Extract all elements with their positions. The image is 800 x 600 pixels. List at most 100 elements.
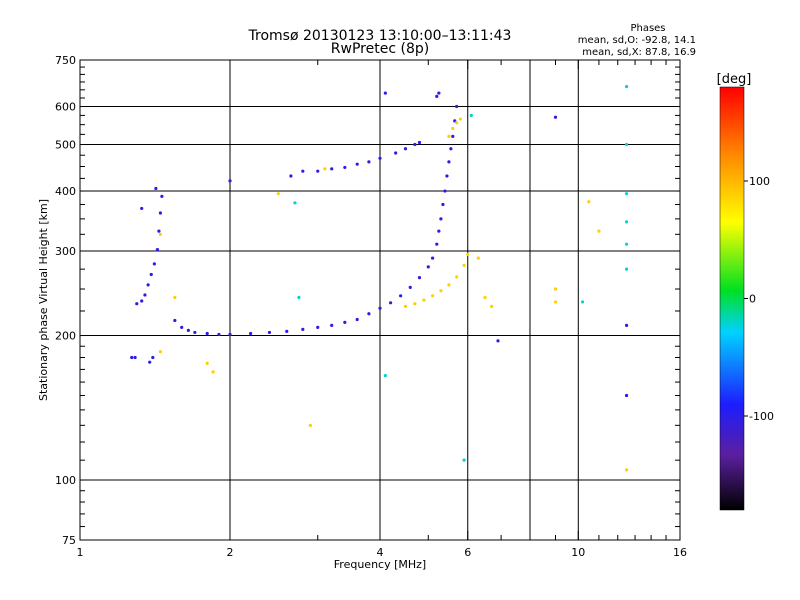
- data-point: [496, 339, 500, 343]
- x-tick-label: 6: [464, 546, 471, 559]
- data-point: [624, 85, 629, 89]
- y-tick-label: 100: [55, 474, 76, 487]
- data-point: [355, 317, 359, 322]
- data-point: [228, 332, 232, 337]
- data-point: [417, 276, 422, 280]
- data-point: [228, 179, 232, 183]
- data-point: [447, 160, 451, 164]
- data-point: [383, 374, 387, 378]
- data-point: [413, 302, 417, 306]
- data-point: [217, 332, 221, 337]
- data-point: [173, 318, 177, 323]
- data-point: [439, 217, 443, 221]
- data-point: [205, 361, 209, 365]
- data-point: [624, 242, 629, 246]
- data-point: [316, 325, 320, 329]
- data-point: [451, 126, 455, 131]
- colorbar-gradient: [719, 86, 745, 511]
- data-point: [330, 167, 334, 171]
- data-point: [149, 272, 153, 277]
- data-point: [355, 162, 359, 166]
- data-point: [301, 327, 305, 331]
- y-tick-label: 600: [55, 101, 76, 114]
- colorbar-tick-label: -100: [749, 410, 774, 423]
- data-point: [449, 147, 453, 151]
- data-point: [422, 298, 426, 302]
- data-point: [451, 134, 455, 138]
- data-point: [151, 355, 155, 360]
- data-point: [140, 206, 144, 211]
- data-point: [455, 104, 459, 109]
- data-point: [587, 200, 591, 204]
- data-point: [293, 201, 297, 205]
- colorbar-tick-label: 100: [749, 175, 770, 188]
- data-point: [455, 275, 459, 279]
- data-point: [445, 174, 449, 178]
- data-point: [383, 91, 387, 95]
- data-point: [323, 167, 327, 171]
- data-point: [388, 301, 393, 305]
- data-point: [211, 370, 215, 374]
- data-point: [490, 304, 494, 309]
- ticks: [79, 59, 681, 540]
- data-point: [154, 186, 158, 191]
- y-tick-label: 750: [55, 54, 76, 67]
- data-point: [158, 350, 163, 354]
- data-point: [394, 151, 398, 155]
- chart-title: Tromsø 20130123 13:10:00–13:11:43: [248, 28, 512, 44]
- data-point: [408, 285, 412, 289]
- x-tick-label: 10: [571, 546, 585, 559]
- data-point: [413, 142, 417, 147]
- data-point: [343, 165, 347, 170]
- data-point: [399, 294, 403, 298]
- data-point: [297, 295, 301, 300]
- data-point: [289, 174, 293, 178]
- data-point: [367, 312, 371, 316]
- data-point: [458, 117, 463, 121]
- x-tick-label: 2: [227, 546, 234, 559]
- data-point: [143, 293, 147, 297]
- data-point: [193, 330, 197, 335]
- x-axis-label: Frequency [MHz]: [334, 558, 426, 571]
- data-point: [301, 169, 305, 173]
- data-point: [152, 262, 156, 266]
- stats-heading: Phases: [630, 23, 665, 34]
- data-point: [417, 140, 422, 145]
- gridlines: [80, 60, 680, 540]
- data-point: [403, 304, 408, 309]
- x-tick-label: 1: [77, 546, 84, 559]
- x-tick-label: 16: [673, 546, 687, 559]
- data-point: [624, 192, 629, 196]
- data-point: [447, 134, 451, 138]
- colorbar-ticks: 100 0 -100: [744, 175, 774, 423]
- data-points: [130, 85, 629, 472]
- data-point: [276, 192, 280, 196]
- data-point: [624, 220, 629, 224]
- y-tick-label: 200: [55, 330, 76, 343]
- data-point: [580, 300, 585, 304]
- data-point: [553, 300, 558, 304]
- data-point: [469, 113, 473, 117]
- data-point: [624, 393, 629, 398]
- stats-line-x: mean, sd,X: 87.8, 16.9: [582, 47, 696, 58]
- data-point: [140, 299, 144, 303]
- data-point: [157, 229, 161, 233]
- stats-line-o: mean, sd,O: -92.8, 14.1: [578, 35, 696, 46]
- colorbar: [deg] 100 0 -100: [717, 72, 774, 511]
- data-point: [249, 331, 253, 336]
- y-tick-label: 75: [62, 534, 76, 547]
- data-point: [378, 156, 382, 160]
- data-point: [130, 355, 134, 360]
- data-point: [624, 142, 629, 147]
- data-point: [148, 360, 152, 364]
- data-point: [158, 232, 163, 236]
- data-point: [624, 468, 629, 472]
- data-point: [553, 287, 558, 291]
- data-point: [483, 295, 487, 300]
- data-point: [443, 189, 447, 193]
- data-point: [158, 211, 163, 215]
- data-point: [462, 263, 466, 267]
- data-point: [437, 229, 441, 233]
- data-point: [430, 256, 435, 260]
